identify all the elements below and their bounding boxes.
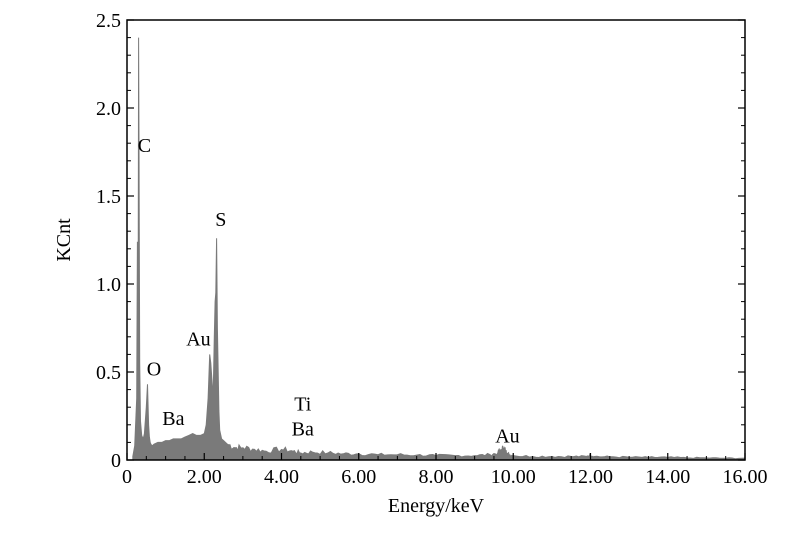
y-axis-label: KCnt xyxy=(53,218,75,262)
spectrum-area xyxy=(132,37,746,461)
peak-label-au: Au xyxy=(495,425,519,447)
y-tick-label: 0.5 xyxy=(96,362,121,384)
plot-area xyxy=(132,37,746,461)
peak-label-c: C xyxy=(138,135,151,157)
peak-label-ba: Ba xyxy=(292,418,314,440)
x-tick-label: 14.00 xyxy=(645,466,690,488)
y-axis: 0 0.5 1.0 1.5 2.0 2.5 xyxy=(96,10,745,472)
x-tick-label: 8.00 xyxy=(419,466,454,488)
plot-frame xyxy=(126,19,746,461)
y-tick-label: 0 xyxy=(111,450,121,472)
y-tick-label: 1.0 xyxy=(96,274,121,296)
x-axis: 0 2.00 4.00 6.00 8.00 10.00 12.00 14.00 16.00 xyxy=(122,453,768,488)
x-tick-label: 10.00 xyxy=(491,466,536,488)
peak-label-ti: Ti xyxy=(294,394,312,416)
y-tick-label: 2.5 xyxy=(96,10,121,32)
x-tick-label: 4.00 xyxy=(264,466,299,488)
peak-label-ba: Ba xyxy=(162,408,184,430)
x-tick-label: 12.00 xyxy=(568,466,613,488)
x-axis-label: Energy/keV xyxy=(388,495,485,517)
x-tick-label: 2.00 xyxy=(187,466,222,488)
y-tick-label: 1.5 xyxy=(96,186,121,208)
y-tick-label: 2.0 xyxy=(96,98,121,120)
peak-label-o: O xyxy=(147,359,161,381)
peak-label-s: S xyxy=(215,209,226,231)
x-tick-label: 6.00 xyxy=(341,466,376,488)
x-tick-label: 16.00 xyxy=(723,466,768,488)
peak-label-au: Au xyxy=(186,329,210,351)
x-tick-label: 0 xyxy=(122,466,132,488)
